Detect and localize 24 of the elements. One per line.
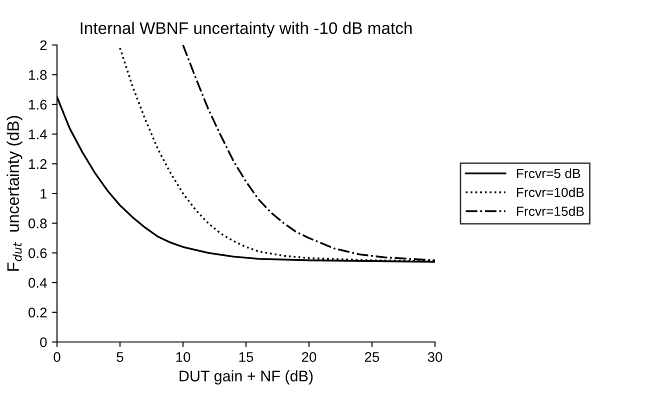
- x-tick-label: 30: [428, 352, 442, 362]
- y-tick-label: 1.2: [29, 159, 47, 169]
- legend-label: Frcvr=5 dB: [516, 168, 580, 178]
- y-tick-label: 0.2: [28, 308, 47, 318]
- y-tick-label: 1.6: [29, 100, 47, 110]
- x-tick-label: 10: [176, 352, 190, 362]
- x-tick-label: 25: [364, 352, 380, 362]
- legend-label: Frcvr=15dB: [516, 206, 584, 216]
- y-tick-label: 1.8: [29, 70, 47, 80]
- y-tick-label: 2: [40, 40, 47, 50]
- chart-title: Internal WBNF uncertainty with -10 dB match: [80, 22, 412, 38]
- x-tick-label: 15: [239, 352, 254, 362]
- x-tick-label: 0: [54, 352, 60, 362]
- x-tick-label: 5: [116, 352, 124, 362]
- x-tick-label: 20: [302, 352, 316, 362]
- legend-label: Frcvr=10dB: [516, 187, 584, 198]
- x-axis-title: DUT gain + NF (dB): [180, 370, 313, 384]
- y-tick-label: 0: [40, 337, 47, 348]
- y-tick-label: 1.4: [29, 130, 47, 140]
- y-axis-title: F$_{dut}$ uncertainty (dB): [6, 116, 22, 271]
- y-tick-label: 0.8: [28, 218, 47, 228]
- y-tick-label: 0.6: [28, 248, 47, 258]
- y-tick-label: 0.4: [28, 278, 47, 288]
- y-tick-label: 1: [40, 188, 47, 199]
